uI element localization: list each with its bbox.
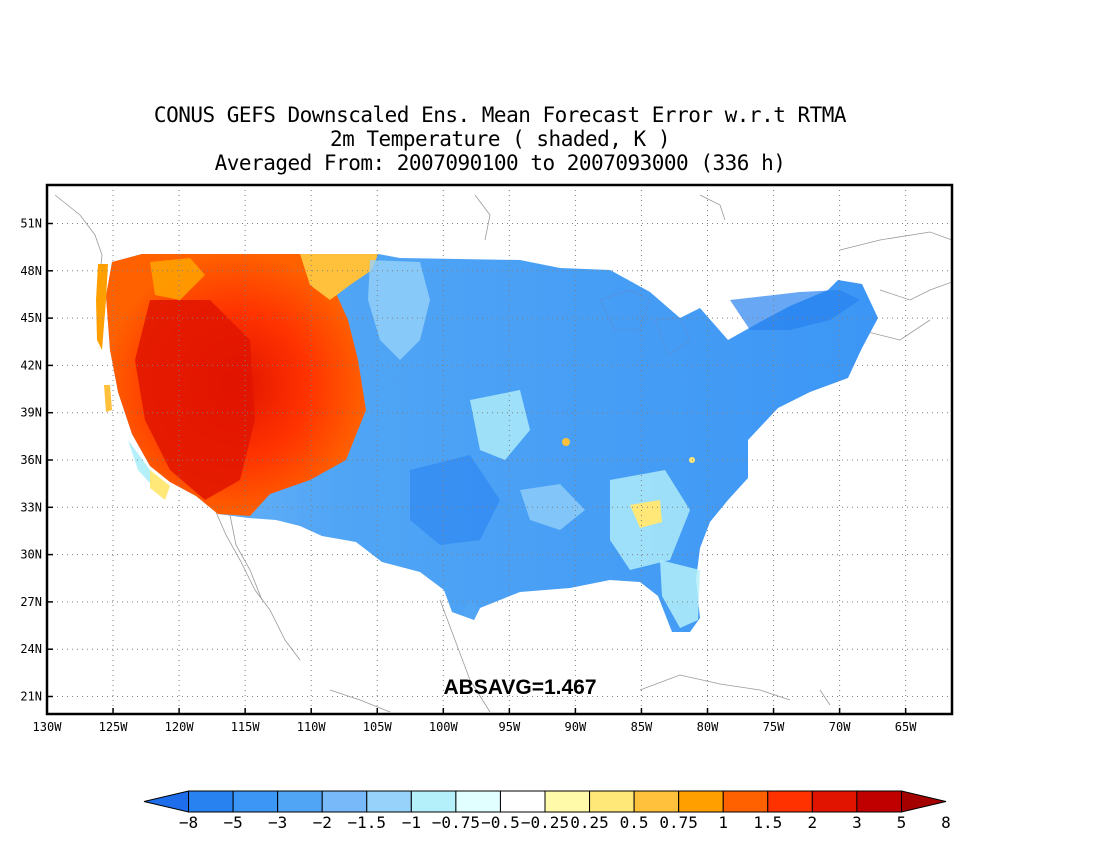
lon-tick-label: 110W [297, 720, 327, 734]
colorbar-box [678, 790, 724, 813]
lon-tick-label: 70W [829, 720, 851, 734]
colorbar-label: 2 [808, 813, 818, 832]
lon-tick-label: 65W [895, 720, 917, 734]
colorbar-box [722, 790, 769, 813]
lat-tick-label: 33N [20, 500, 42, 514]
colorbar-box [321, 790, 368, 813]
colorbar-arrow-high [900, 790, 947, 813]
colorbar-box [188, 790, 234, 813]
colorbar-box [856, 790, 902, 813]
coastline-outlines [54, 194, 952, 713]
colorbar: −8 −5 −3 −2 −1.5 −1 −0.75 −0.5 −0.25 0.25 0.5 0.75 1… [143, 790, 951, 832]
chart-title-line-1: CONUS GEFS Downscaled Ens. Mean Forecast… [153, 103, 847, 127]
lat-tick-label: 51N [20, 217, 42, 231]
colorbar-box [767, 790, 813, 813]
colorbar-arrow-low [143, 790, 190, 813]
great-lakes-outline [599, 289, 691, 356]
map-area: ABSAVG=1.467 [47, 185, 952, 714]
colorbar-label: 1 [718, 813, 728, 832]
colorbar-box [544, 790, 591, 813]
lon-tick-label: 85W [631, 720, 653, 734]
colorbar-label: −0.5 [481, 813, 520, 832]
lat-tick-label: 45N [20, 311, 42, 325]
colorbar-box [499, 790, 546, 813]
colorbar-label: −3 [268, 813, 287, 832]
map-frame [45, 183, 954, 716]
lat-tick-label: 30N [20, 548, 42, 562]
colorbar-label: −2 [313, 813, 332, 832]
colorbar-box [232, 790, 279, 813]
colorbar-label: 8 [941, 813, 951, 832]
colorbar-label: 3 [852, 813, 862, 832]
colorbar-label: 0.25 [570, 813, 609, 832]
temperature-error-field [96, 254, 878, 632]
colorbar-label: −0.75 [432, 813, 480, 832]
lon-tick-label: 100W [429, 720, 459, 734]
colorbar-label: 0.5 [620, 813, 649, 832]
lat-tick-label: 21N [20, 690, 42, 704]
lat-tick-label: 24N [20, 642, 42, 656]
lon-tick-label: 90W [565, 720, 587, 734]
latitude-axis: 51N 48N 45N 42N 39N 36N 33N 30N 27N 24N 21N [20, 217, 53, 704]
lon-tick-label: 80W [697, 720, 719, 734]
colorbar-label: 0.75 [659, 813, 698, 832]
colorbar-label: −1 [402, 813, 421, 832]
lat-tick-label: 36N [20, 453, 42, 467]
colorbar-label: −5 [223, 813, 242, 832]
chart-title-line-2: 2m Temperature ( shaded, K ) [329, 127, 671, 151]
colorbar-box [277, 790, 323, 813]
colorbar-label: 1.5 [753, 813, 782, 832]
colorbar-label: −8 [179, 813, 198, 832]
colorbar-box [455, 790, 501, 813]
lat-tick-label: 39N [20, 406, 42, 420]
colorbar-box [633, 790, 680, 813]
lon-tick-label: 125W [99, 720, 129, 734]
lon-tick-label: 75W [763, 720, 785, 734]
lon-tick-label: 130W [33, 720, 63, 734]
colorbar-box [366, 790, 412, 813]
longitude-axis: 130W 125W 120W 115W 110W 105W 100W 95W 90W 85W 80W… [33, 708, 917, 734]
lat-lon-grid [47, 185, 952, 714]
absavg-statistic: ABSAVG=1.467 [443, 676, 596, 699]
colorbar-label: −1.5 [348, 813, 387, 832]
lon-tick-label: 115W [231, 720, 261, 734]
colorbar-label: −0.25 [521, 813, 569, 832]
colorbar-box [811, 790, 858, 813]
lat-tick-label: 42N [20, 358, 42, 372]
chart-title-line-3: Averaged From: 2007090100 to 2007093000 … [214, 151, 786, 175]
colorbar-box [410, 790, 457, 813]
lat-tick-label: 48N [20, 264, 42, 278]
lat-tick-label: 27N [20, 595, 42, 609]
lon-tick-label: 105W [363, 720, 393, 734]
lon-tick-label: 120W [165, 720, 195, 734]
colorbar-box [589, 790, 635, 813]
lon-tick-label: 95W [499, 720, 521, 734]
colorbar-label: 5 [897, 813, 907, 832]
